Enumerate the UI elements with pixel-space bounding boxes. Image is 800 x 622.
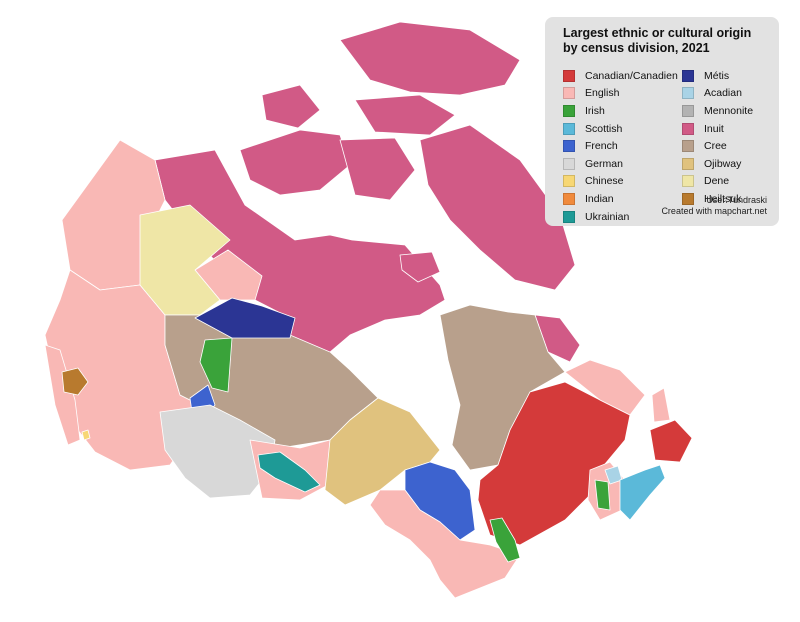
- legend-label: French: [585, 140, 618, 153]
- legend-item-german: German: [563, 155, 682, 173]
- legend-item-acadian: Acadian: [682, 85, 767, 103]
- legend-swatch: [682, 175, 694, 188]
- legend-label: Acadian: [704, 87, 742, 100]
- legend-label: Irish: [585, 104, 605, 117]
- legend-swatch: [563, 122, 575, 135]
- legend-item-canadian: Canadian/Canadien: [563, 67, 682, 85]
- legend-swatch: [563, 87, 575, 100]
- legend-label: English: [585, 87, 620, 100]
- legend-swatch: [682, 69, 694, 82]
- legend-label: Indian: [585, 192, 614, 205]
- legend-swatch: [563, 210, 575, 223]
- legend-item-ukrainian: Ukrainian: [563, 208, 682, 226]
- legend-item-french: French: [563, 137, 682, 155]
- legend-item-heiltsuk: Heiltsuk: [682, 190, 767, 208]
- legend-label: Ojibway: [704, 157, 742, 170]
- new-brunswick-irish: [594, 479, 611, 511]
- credit-tool: Created with mapchart.net: [661, 206, 767, 216]
- legend-swatch: [682, 192, 694, 205]
- legend-swatch: [563, 69, 575, 82]
- legend-label: Ukrainian: [585, 210, 630, 223]
- bc-coast-islands: [44, 344, 81, 446]
- legend-label: Métis: [704, 69, 730, 82]
- legend-swatch: [563, 140, 575, 153]
- arctic-island-banks: [261, 84, 321, 129]
- legend-item-english: English: [563, 85, 682, 103]
- map-credits: User:Tundraski Created with mapchart.net: [661, 195, 767, 217]
- arctic-island-central: [339, 137, 416, 201]
- newfoundland-english-edge: [651, 387, 671, 423]
- legend-label: German: [585, 157, 623, 170]
- legend-item-ojibway: Ojibway: [682, 155, 767, 173]
- legend-item-inuit: Inuit: [682, 120, 767, 138]
- legend-swatch: [682, 122, 694, 135]
- nunavut-region: [154, 21, 581, 363]
- legend-right-column: Métis Acadian Mennonite Inuit Cree Ojibw…: [682, 67, 767, 225]
- legend-swatch: [563, 104, 575, 117]
- heiltsuk-coast: [61, 367, 89, 396]
- nova-scotia-scottish: [619, 464, 666, 521]
- legend-label: Heiltsuk: [704, 192, 742, 205]
- legend-columns: Canadian/Canadien English Irish Scottish…: [563, 67, 767, 225]
- legend-item-irish: Irish: [563, 102, 682, 120]
- arctic-island-baffin: [419, 124, 576, 291]
- legend-item-metis: Métis: [682, 67, 767, 85]
- ukrainian-belt: [257, 451, 321, 493]
- legend-swatch: [563, 175, 575, 188]
- legend-label: Mennonite: [704, 104, 754, 117]
- southern-ontario-english: [369, 489, 521, 599]
- legend-label: Scottish: [585, 122, 623, 135]
- legend-item-scottish: Scottish: [563, 120, 682, 138]
- legend-swatch: [682, 157, 694, 170]
- legend-item-dene: Dene: [682, 173, 767, 191]
- newfoundland-canadien: [649, 419, 693, 463]
- arctic-island-victoria: [239, 129, 351, 196]
- legend-label: Canadian/Canadien: [585, 69, 678, 82]
- credit-user: User:Tundraski: [706, 195, 767, 205]
- legend-item-cree: Cree: [682, 137, 767, 155]
- vancouver-chinese: [81, 429, 91, 441]
- legend-label: Cree: [704, 140, 727, 153]
- legend-label: Chinese: [585, 175, 624, 188]
- legend-left-column: Canadian/Canadien English Irish Scottish…: [563, 67, 682, 225]
- legend-label: Inuit: [704, 122, 724, 135]
- legend-item-chinese: Chinese: [563, 173, 682, 191]
- legend-swatch: [682, 140, 694, 153]
- labrador-english: [564, 359, 646, 416]
- legend-title: Largest ethnic or cultural origin by cen…: [563, 26, 752, 55]
- legend-swatch: [563, 192, 575, 205]
- legend-swatch: [682, 104, 694, 117]
- legend-swatch: [563, 157, 575, 170]
- legend-label: Dene: [704, 175, 730, 188]
- legend-item-indian: Indian: [563, 190, 682, 208]
- arctic-island-devon: [354, 94, 456, 136]
- northwest-territories-dene: [139, 204, 231, 316]
- northern-alberta-irish: [199, 337, 233, 393]
- arctic-island-southampton: [399, 251, 441, 283]
- ottawa-valley-irish: [489, 517, 521, 563]
- legend-item-mennonite: Mennonite: [682, 102, 767, 120]
- arctic-island-ellesmere: [339, 21, 521, 96]
- map-legend: Largest ethnic or cultural origin by cen…: [545, 17, 779, 226]
- legend-swatch: [682, 87, 694, 100]
